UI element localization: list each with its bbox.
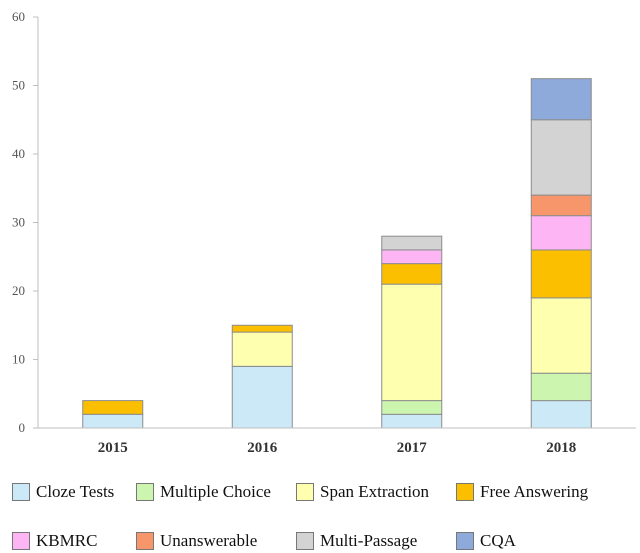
legend-item-unanswerable: Unanswerable xyxy=(136,529,257,553)
bar-segment-cqa-2018 xyxy=(530,78,592,121)
legend-swatch xyxy=(136,532,154,550)
bar-segment-span-extraction-2018 xyxy=(530,297,592,374)
legend-label: Unanswerable xyxy=(160,531,258,550)
legend-swatch xyxy=(12,532,30,550)
y-tick-label: 0 xyxy=(19,420,26,435)
y-tick-label: 30 xyxy=(12,215,25,230)
bar-segment-free-answering-2016 xyxy=(231,324,293,333)
y-tick-label: 60 xyxy=(12,9,25,24)
bar-segment-cloze-tests-2017 xyxy=(381,413,443,429)
y-tick-label: 10 xyxy=(12,352,25,367)
legend-item-multiple-choice: Multiple Choice xyxy=(136,480,271,504)
bar-segment-kbmrc-2017 xyxy=(381,249,443,265)
bar-segment-kbmrc-2018 xyxy=(530,215,592,251)
x-tick-label: 2015 xyxy=(98,440,128,456)
bar-segment-multi-passage-2018 xyxy=(530,119,592,196)
bar-segment-span-extraction-2017 xyxy=(381,283,443,402)
x-tick-label: 2018 xyxy=(546,440,576,456)
legend-item-kbmrc: KBMRC xyxy=(12,529,97,553)
bar-segment-multiple-choice-2017 xyxy=(381,400,443,415)
legend-item-free-answering: Free Answering xyxy=(456,480,588,504)
x-tick-label: 2016 xyxy=(247,440,278,456)
legend-item-cloze-tests: Cloze Tests xyxy=(12,480,114,504)
legend-swatch xyxy=(456,532,474,550)
bar-segment-multi-passage-2017 xyxy=(381,235,443,251)
legend-label: Free Answering xyxy=(480,482,589,501)
bar-segment-unanswerable-2018 xyxy=(530,194,592,217)
bar-segment-free-answering-2015 xyxy=(82,400,144,415)
legend-swatch xyxy=(296,483,314,501)
legend-label: Span Extraction xyxy=(320,482,430,501)
bar-segment-free-answering-2017 xyxy=(381,263,443,285)
legend-item-span-extraction: Span Extraction xyxy=(296,480,429,504)
x-tick-label: 2017 xyxy=(397,440,428,456)
legend-label: Multiple Choice xyxy=(160,482,271,501)
bar-segment-multiple-choice-2018 xyxy=(530,372,592,402)
bar-segment-cloze-tests-2016 xyxy=(231,365,293,429)
legend-swatch xyxy=(296,532,314,550)
stacked-bar-chart: 0 10 20 30 40 50 60 2015 2016 2017 2018 xyxy=(12,9,636,456)
bar-segment-cloze-tests-2018 xyxy=(530,400,592,429)
legend-item-multi-passage: Multi-Passage xyxy=(296,529,417,553)
legend-swatch xyxy=(12,483,30,501)
y-tick-label: 20 xyxy=(12,283,25,298)
legend-label: KBMRC xyxy=(36,531,98,550)
legend-label: Cloze Tests xyxy=(36,482,115,501)
legend-swatch xyxy=(136,483,154,501)
legend-label: CQA xyxy=(480,531,516,550)
y-tick-label: 50 xyxy=(12,78,25,93)
bar-segment-free-answering-2018 xyxy=(530,249,592,299)
legend-item-cqa: CQA xyxy=(456,529,516,553)
legend-swatch xyxy=(456,483,474,501)
bar-segment-span-extraction-2016 xyxy=(231,331,293,367)
chart-legend: Cloze Tests Multiple Choice Span Extractio… xyxy=(0,472,640,553)
legend-label: Multi-Passage xyxy=(320,531,418,550)
y-tick-label: 40 xyxy=(12,146,25,161)
bar-segment-cloze-tests-2015 xyxy=(82,413,144,429)
